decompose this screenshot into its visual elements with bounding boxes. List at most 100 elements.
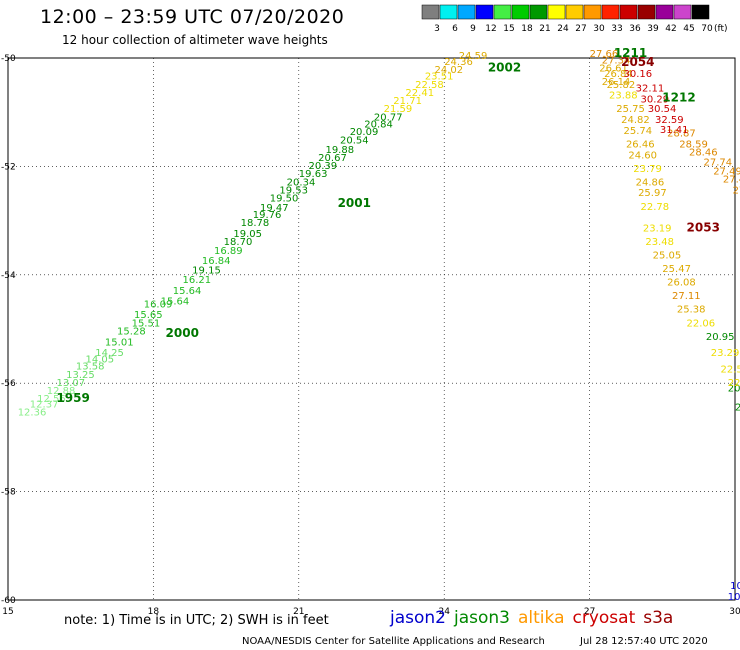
swh-data-label: 25.74 [624,126,653,137]
plot-frame [7,57,736,601]
swh-data-label: 15.01 [105,337,134,348]
pass-time-label: 2053 [687,220,720,234]
swh-data-label: 23.29 [711,348,740,359]
swh-data-label: 12.37 [30,400,59,411]
swh-data-label: 20.95 [706,332,735,343]
swh-data-label: 20.67 [318,153,347,164]
swh-data-label: 23.79 [633,164,662,175]
swh-data-label: 25.47 [662,264,691,275]
colorbar-label: 9 [470,24,476,34]
swh-data-label: 18.78 [241,218,270,229]
swh-data-label: 20.77 [374,112,403,123]
swh-data-label: 26.61 [599,64,628,75]
satellite-legend: jason2 jason3 altika cryosat s3a [390,608,681,628]
swh-data-label: 31.41 [660,125,689,136]
pass-time-label: 1959 [56,391,89,405]
swh-data-label: 19.63 [299,169,328,180]
legend-entry-cryosat: cryosat [572,608,636,628]
swh-data-label: 30.16 [624,69,653,80]
colorbar-swatch [493,4,512,20]
x-tick-label: 24 [438,607,450,617]
colorbar-swatch [565,4,584,20]
x-tick-label: 30 [729,607,740,617]
colorbar-label: 15 [503,24,514,34]
swh-data-label: 15.28 [117,326,146,337]
pass-time-label: 1211 [614,46,647,60]
swh-data-label: 19.47 [260,203,289,214]
swh-data-label: 16.09 [144,299,173,310]
colorbar-label: 18 [521,24,533,34]
swh-data-label: 20.79 [728,383,740,394]
colorbar-swatch [673,4,692,20]
swh-data-label: 19.53 [279,186,308,197]
legend-entry-s3a: s3a [643,608,674,628]
colorbar-label: 6 [452,24,458,34]
swh-data-label: 25.82 [607,80,636,91]
swh-data-label: 24.86 [636,177,665,188]
colorbar-label: 70 [701,24,713,34]
swh-data-label: 23.48 [645,237,674,248]
chart-subtitle: 12 hour collection of altimeter wave hei… [62,33,328,47]
x-tick-label: 27 [584,607,595,617]
swh-data-label: 32.59 [655,115,684,126]
swh-data-label: 28.59 [679,139,708,150]
colorbar-swatch [511,4,530,20]
legend-entry-altika: altika [518,608,565,628]
pass-time-label: 2001 [338,196,371,210]
swh-data-label: 15.51 [132,318,161,329]
swh-data-label: 25.38 [677,305,706,316]
y-tick-label: -50 [1,54,16,64]
swh-data-label: 23.19 [643,223,672,234]
swh-data-label: 27.74 [703,157,732,168]
colorbar-swatch [475,4,494,20]
pass-time-label: 1212 [662,90,695,104]
swh-data-label: 23.88 [609,91,638,102]
swh-data-label: 26.84 [604,69,633,80]
swh-data-label: 10.1 [728,592,740,603]
swh-data-label: 24.02 [435,65,464,76]
colorbar-label: 21 [539,24,550,34]
timestamp: Jul 28 12:57:40 UTC 2020 [580,636,708,647]
colorbar-swatch [601,4,620,20]
swh-data-label: 10.4 [730,581,740,592]
swh-data-label: 24.36 [444,57,473,68]
colorbar-label: 39 [647,24,659,34]
swh-data-label: 18.70 [224,237,253,248]
colorbar-legend: 3 6 9 12 15 18 21 24 27 30 33 36 39 42 45 70 (ft) [421,4,728,34]
swh-data-label: 25.97 [638,188,667,199]
swh-data-label: 14.05 [86,355,115,366]
swh-data-label: 15.65 [134,310,163,321]
x-tick-label: 21 [293,607,304,617]
swh-data-label: 27.07 [733,186,740,197]
colorbar-label: 24 [557,24,569,34]
swh-data-label: 13.07 [56,378,85,389]
chart-title: 12:00 – 23:59 UTC 07/20/2020 [40,6,345,28]
swh-data-label: 32.11 [636,84,665,95]
swh-data-label: 12.36 [18,408,47,419]
swh-data-label: 19.76 [253,210,282,221]
swh-data-label: 19.15 [192,266,221,277]
swh-data-label: 26.46 [626,139,655,150]
swh-data-label: 16.89 [214,246,243,257]
swh-data-label: 20.09 [350,127,379,138]
swh-data-label: 22.06 [687,318,716,329]
legend-entry-jason2: jason2 [390,608,446,628]
colorbar-swatch [529,4,548,20]
colorbar-unit: (ft) [714,24,728,34]
y-tick-label: -56 [1,379,16,389]
credit-line: NOAA/NESDIS Center for Satellite Applica… [242,636,545,647]
colorbar-swatch [547,4,566,20]
footnote: note: 1) Time is in UTC; 2) SWH is in fe… [64,613,329,628]
swh-data-label: 27.43 [723,175,740,186]
colorbar-label: 27 [575,24,586,34]
pass-time-label: 2002 [488,61,521,75]
colorbar-swatch [583,4,602,20]
swh-data-label: 24.60 [628,150,657,161]
swh-data-label: 25.75 [616,104,645,115]
y-tick-label: -54 [1,271,16,281]
swh-data-label: 30.29 [640,94,669,105]
colorbar-swatch [439,4,458,20]
swh-data-label: 13.25 [66,370,95,381]
y-tick-label: -60 [1,596,16,606]
